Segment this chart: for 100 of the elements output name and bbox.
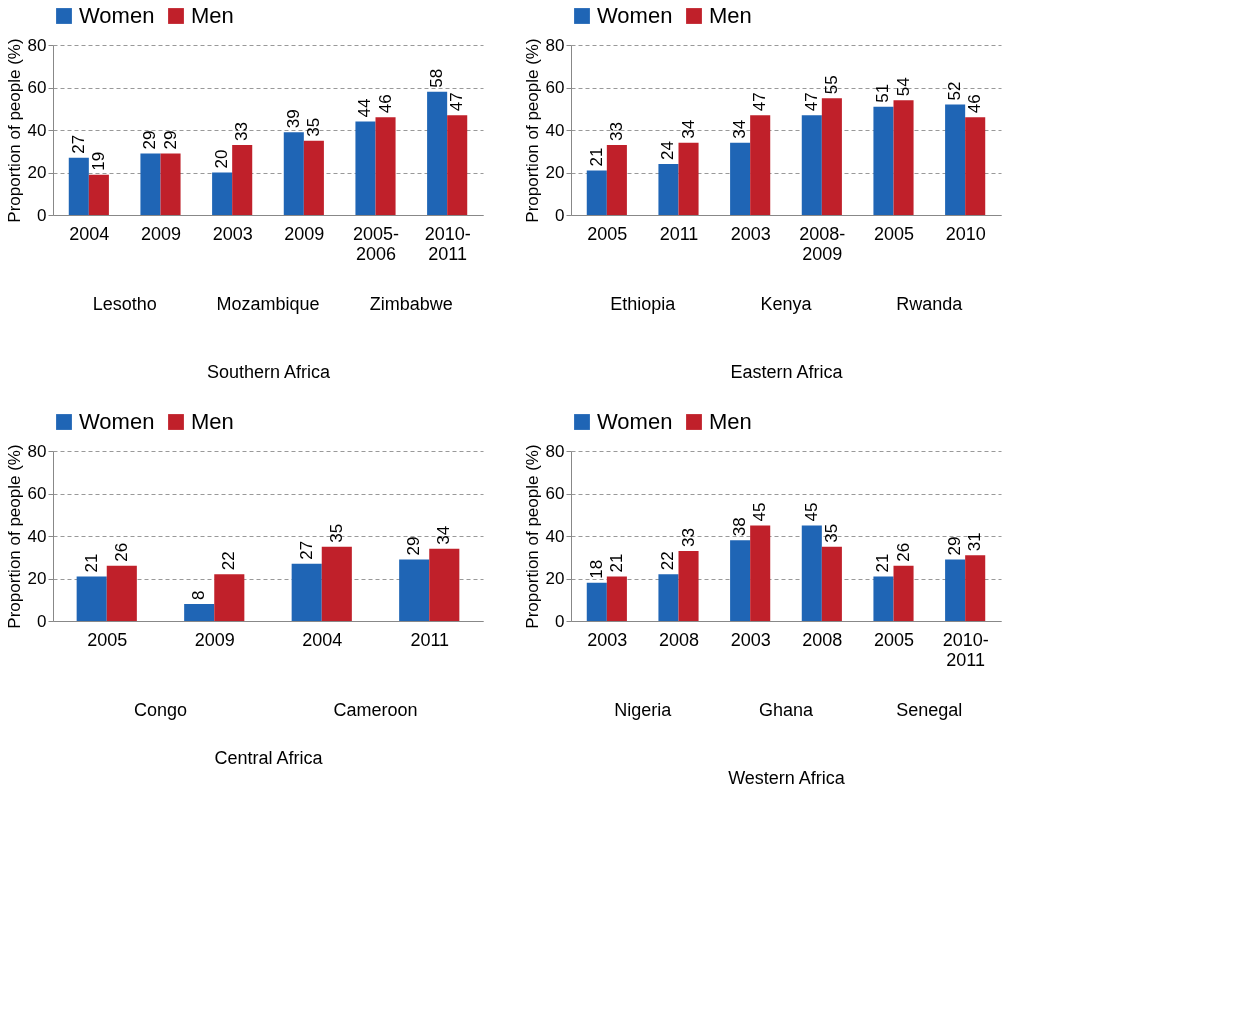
legend-label: Women (597, 3, 673, 28)
legend-label: Men (709, 3, 752, 28)
bar (76, 576, 107, 621)
data-label: 52 (945, 81, 965, 101)
y-axis-title: Proportion of people (%) (522, 38, 542, 223)
x-tick-label: 2004 (302, 629, 343, 650)
data-label: 46 (965, 94, 985, 114)
y-tick-label: 60 (27, 78, 47, 97)
data-label: 35 (303, 117, 323, 137)
x-tick-label: 2008-2009 (799, 223, 846, 264)
y-axis-title: Proportion of people (%) (4, 444, 24, 629)
y-tick-label: 20 (545, 163, 565, 182)
text: Congo (133, 700, 188, 720)
data-label: 33 (678, 527, 698, 547)
data-label: 58 (427, 68, 447, 88)
data-label: 34 (730, 119, 750, 139)
bar (447, 115, 468, 215)
bar (893, 100, 914, 215)
bar (893, 565, 914, 621)
y-tick-label: 80 (545, 35, 565, 55)
bar (945, 104, 966, 215)
y-tick-label: 40 (545, 526, 565, 546)
bar (678, 142, 699, 215)
data-label: 55 (821, 75, 841, 95)
y-tick-label: 60 (27, 484, 47, 503)
bar (750, 525, 771, 621)
x-tick-label: 2008 (802, 629, 843, 650)
data-label: 27 (68, 134, 88, 154)
y-axis-title: Proportion of people (%) (4, 38, 24, 223)
data-label: 22 (658, 551, 678, 571)
x-tick-label: 2011 (659, 223, 699, 244)
bar (730, 142, 751, 215)
bar (399, 559, 430, 621)
x-tick-label: 2010-2011 (424, 223, 471, 264)
bar (429, 548, 460, 621)
y-tick-label: 40 (27, 526, 47, 546)
data-label: 21 (586, 147, 606, 167)
bar (375, 117, 396, 215)
bar (427, 91, 448, 215)
legend-label: Men (191, 3, 234, 28)
y-tick-label: 40 (27, 120, 47, 140)
bar (606, 576, 627, 621)
x-tick-label: 2011 (410, 629, 450, 650)
bar (184, 604, 215, 621)
x-tick-label: 2010-2011 (942, 629, 989, 670)
x-tick-label: 2003 (212, 223, 253, 244)
y-tick-label: 40 (545, 120, 565, 140)
x-tick-label: 2005-2006 (352, 223, 400, 264)
x-axis-title: Eastern Africa (730, 361, 844, 382)
text: Ghana (758, 700, 815, 720)
data-label: 47 (750, 92, 770, 112)
data-label: 27 (296, 540, 316, 560)
data-label: 45 (801, 502, 821, 522)
data-label: 21 (81, 553, 101, 573)
y-tick-label: 60 (545, 484, 565, 503)
data-label: 35 (326, 523, 346, 543)
bar (68, 157, 89, 215)
data-label: 26 (111, 542, 131, 562)
x-tick-label: 2005 (87, 629, 128, 650)
bar (586, 170, 607, 215)
bar (801, 115, 822, 215)
text: Mozambique (216, 294, 320, 314)
bar (821, 98, 842, 215)
x-tick-label: 2008 (658, 629, 700, 650)
text: Nigeria (614, 700, 673, 720)
y-tick-label: 0 (555, 205, 565, 225)
text: Rwanda (896, 294, 964, 314)
bar (140, 153, 161, 215)
data-label: 54 (893, 77, 913, 97)
x-axis-title: Southern Africa (206, 361, 332, 382)
bar (212, 172, 233, 215)
x-tick-label: 2003 (730, 223, 771, 244)
data-label: 35 (821, 523, 841, 543)
legend-label: Women (79, 409, 155, 434)
data-label: 29 (404, 536, 424, 556)
data-label: 44 (355, 98, 375, 118)
bar (965, 117, 986, 215)
y-tick-label: 20 (27, 569, 47, 588)
data-label: 21 (873, 553, 893, 573)
bar (730, 540, 751, 621)
text: Kenya (760, 294, 813, 314)
y-tick-label: 80 (27, 35, 47, 55)
bar (160, 153, 181, 215)
text: Ethiopia (610, 294, 677, 314)
data-label: 29 (140, 130, 160, 150)
bar (291, 563, 322, 621)
y-tick-label: 80 (27, 441, 47, 461)
x-axis-title: Central Africa (214, 747, 324, 768)
data-label: 8 (189, 590, 209, 600)
y-tick-label: 0 (555, 611, 565, 631)
y-axis-title: Proportion of people (%) (522, 444, 542, 629)
x-tick-label: 2009 (140, 223, 182, 244)
bar (965, 555, 986, 621)
y-tick-label: 0 (37, 205, 47, 225)
text: Lesotho (92, 294, 157, 314)
data-label: 38 (730, 517, 750, 537)
bar (321, 546, 352, 621)
data-label: 19 (88, 151, 108, 171)
legend-label: Men (709, 409, 752, 434)
legend-label: Men (191, 409, 234, 434)
